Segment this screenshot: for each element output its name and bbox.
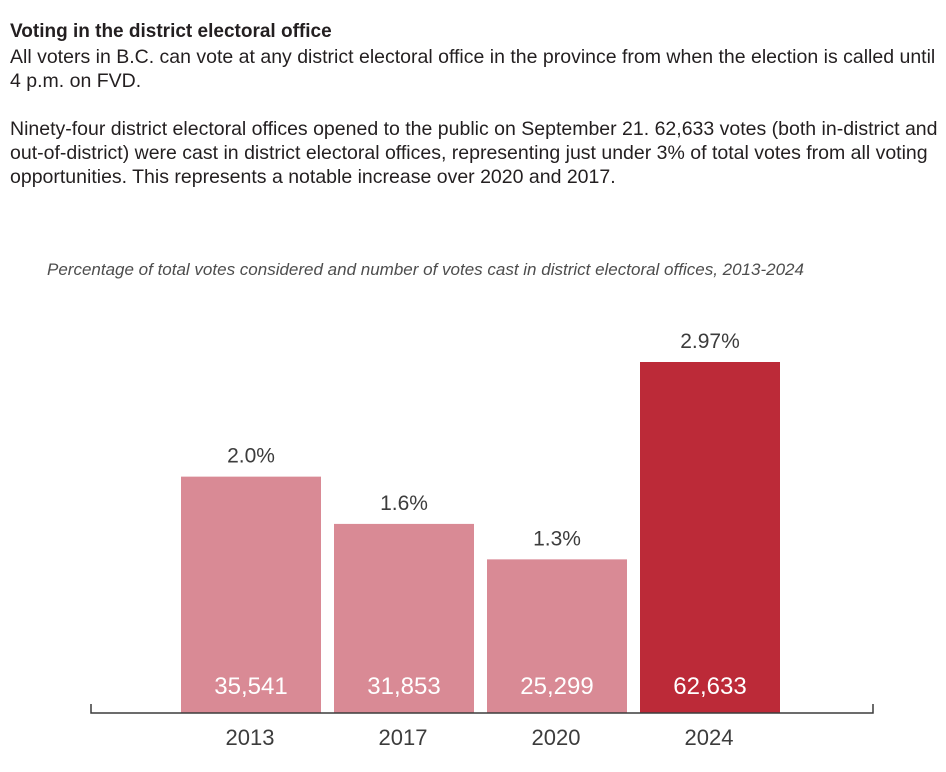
intro-paragraph: All voters in B.C. can vote at any distr… xyxy=(10,46,936,92)
votes-label-2024: 62,633 xyxy=(673,673,746,700)
bar-2017 xyxy=(334,523,474,713)
x-axis xyxy=(90,704,874,714)
heading: Voting in the district electoral office xyxy=(10,21,332,42)
chart-title: Percentage of total votes considered and… xyxy=(47,260,804,279)
percent-label-2024: 2.97% xyxy=(680,330,740,353)
votes-label-2017: 31,853 xyxy=(367,673,440,700)
bar-2024 xyxy=(640,362,780,713)
votes-label-2020: 25,299 xyxy=(520,673,593,700)
votes-label-2013: 35,541 xyxy=(214,673,287,700)
bar-2020 xyxy=(487,559,627,713)
x-tick-label-2017: 2017 xyxy=(379,725,428,750)
x-tick-label-2024: 2024 xyxy=(685,725,734,750)
percent-label-2013: 2.0% xyxy=(227,445,275,468)
bar-2013 xyxy=(181,476,321,713)
percent-label-2020: 1.3% xyxy=(533,527,581,550)
description-paragraph: Ninety-four district electoral offices o… xyxy=(10,118,938,188)
x-tick-label-2020: 2020 xyxy=(532,725,581,750)
x-tick-label-2013: 2013 xyxy=(226,725,275,750)
percent-label-2017: 1.6% xyxy=(380,492,428,515)
